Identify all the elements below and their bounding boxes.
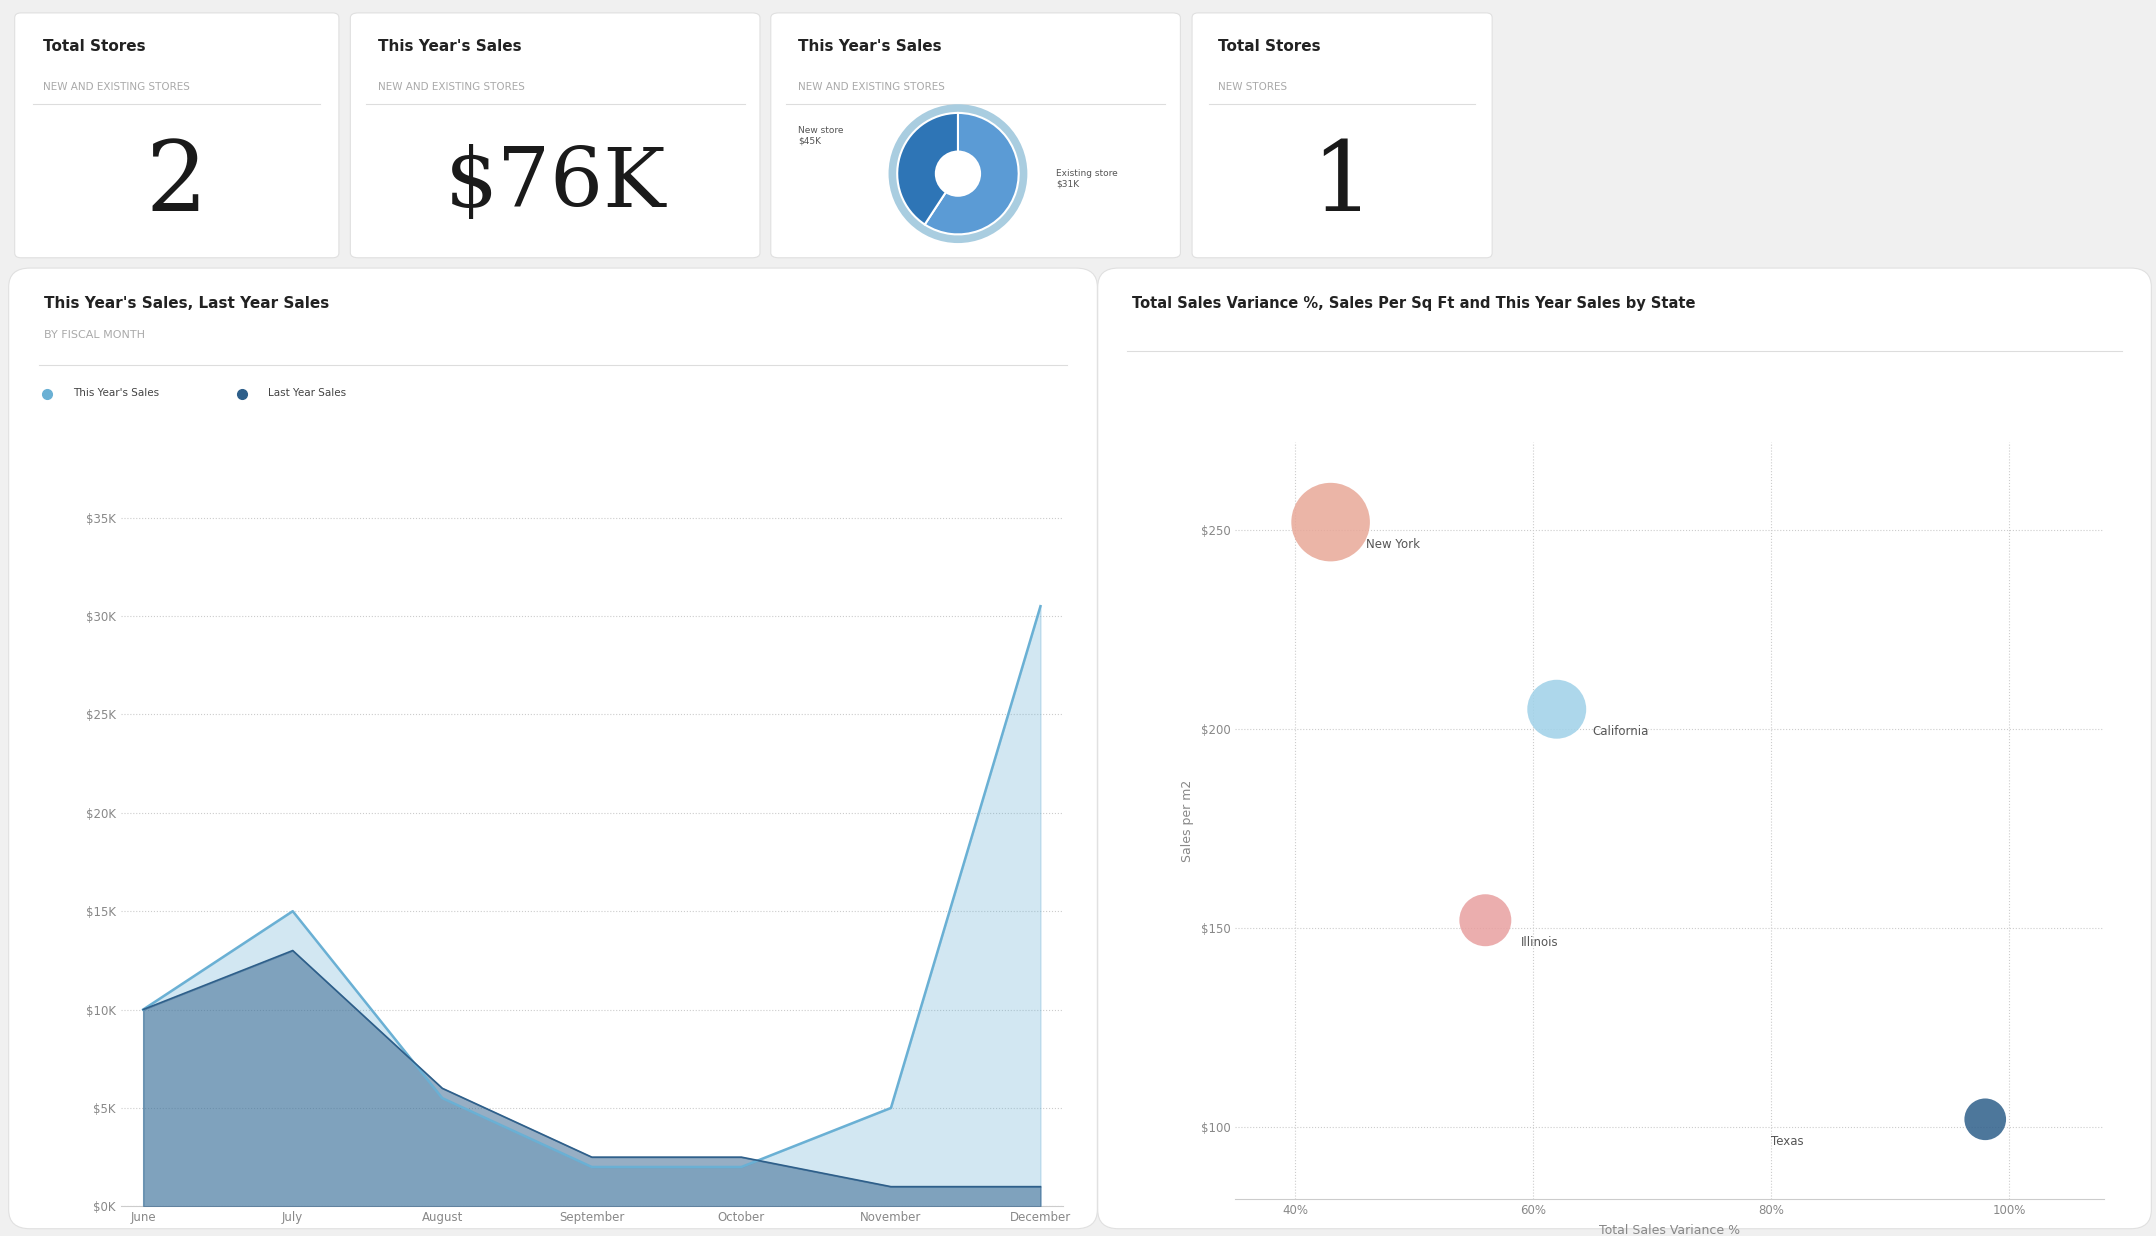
Point: [1968, 1110, 2003, 1130]
FancyBboxPatch shape: [1097, 268, 2152, 1229]
Text: California: California: [1593, 726, 1649, 738]
FancyBboxPatch shape: [9, 268, 1097, 1229]
Text: New store
$45K: New store $45K: [798, 126, 843, 145]
Text: This Year's Sales: This Year's Sales: [798, 40, 942, 54]
X-axis label: Total Sales Variance %: Total Sales Variance %: [1600, 1224, 1740, 1236]
Text: Total Sales Variance %, Sales Per Sq Ft and This Year Sales by State: Total Sales Variance %, Sales Per Sq Ft …: [1132, 297, 1695, 311]
Text: Last Year Sales: Last Year Sales: [267, 388, 347, 398]
Text: Texas: Texas: [1770, 1135, 1805, 1148]
Circle shape: [936, 151, 981, 197]
Text: 1: 1: [1311, 136, 1373, 231]
Text: Illinois: Illinois: [1520, 936, 1559, 949]
Text: $76K: $76K: [444, 143, 666, 224]
FancyBboxPatch shape: [15, 12, 338, 258]
FancyBboxPatch shape: [1192, 12, 1492, 258]
Text: 2: 2: [147, 136, 207, 231]
Text: NEW AND EXISTING STORES: NEW AND EXISTING STORES: [798, 83, 944, 93]
Y-axis label: Sales per m2: Sales per m2: [1181, 780, 1194, 861]
Text: This Year's Sales, Last Year Sales: This Year's Sales, Last Year Sales: [43, 297, 330, 311]
Wedge shape: [925, 112, 1018, 235]
Point: [1539, 700, 1574, 719]
Wedge shape: [897, 112, 957, 225]
Text: NEW AND EXISTING STORES: NEW AND EXISTING STORES: [377, 83, 524, 93]
FancyBboxPatch shape: [772, 12, 1179, 258]
Text: New York: New York: [1367, 538, 1421, 551]
Text: BY FISCAL MONTH: BY FISCAL MONTH: [43, 330, 144, 340]
Point: [1313, 512, 1348, 531]
Text: Existing store
$31K: Existing store $31K: [1056, 169, 1119, 188]
FancyBboxPatch shape: [351, 12, 759, 258]
Text: Total Stores: Total Stores: [1218, 40, 1322, 54]
Text: NEW STORES: NEW STORES: [1218, 83, 1287, 93]
Text: This Year's Sales: This Year's Sales: [73, 388, 160, 398]
Point: [1468, 911, 1503, 931]
Text: NEW AND EXISTING STORES: NEW AND EXISTING STORES: [43, 83, 190, 93]
Text: This Year's Sales: This Year's Sales: [377, 40, 522, 54]
Circle shape: [888, 104, 1028, 243]
Text: Total Stores: Total Stores: [43, 40, 144, 54]
